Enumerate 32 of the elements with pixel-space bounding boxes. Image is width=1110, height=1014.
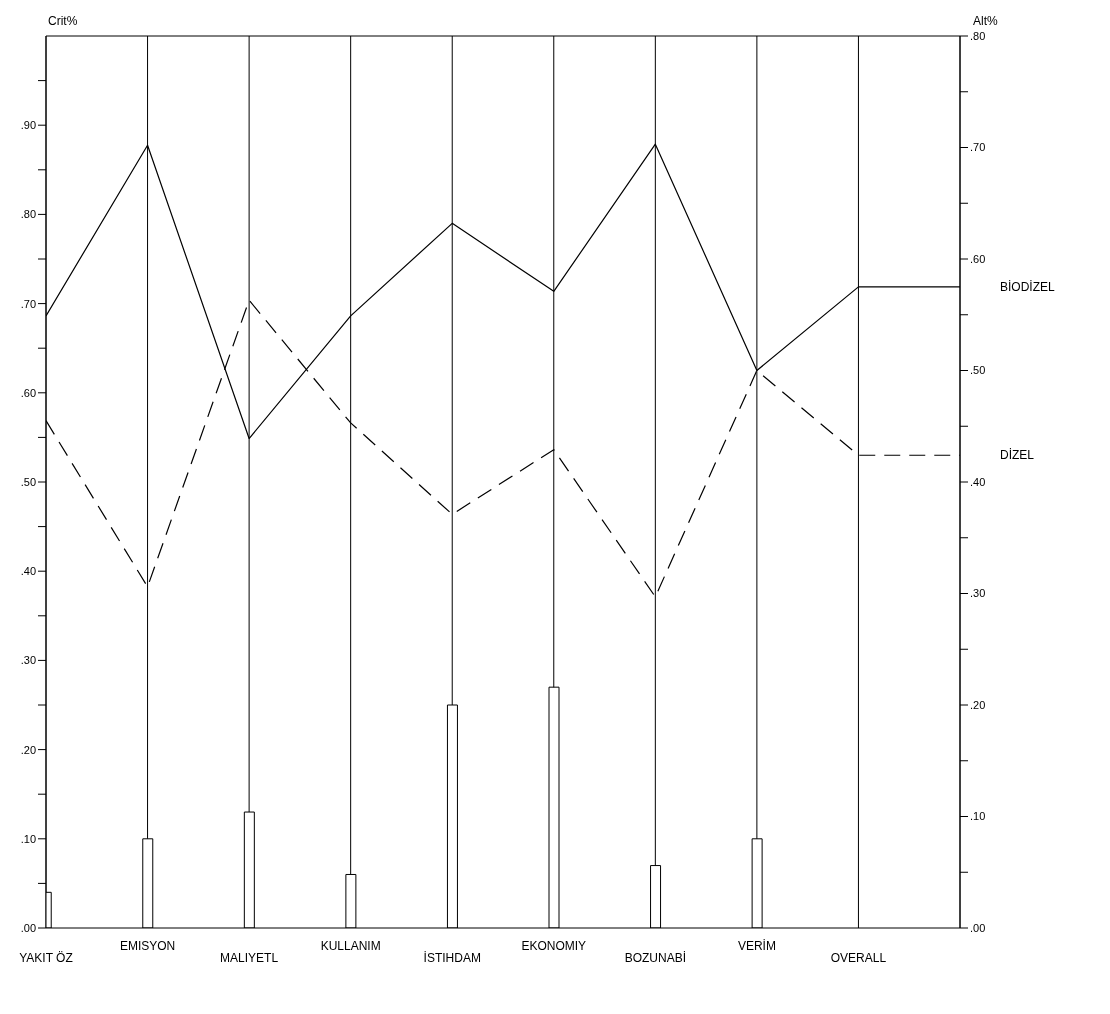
y2-tick-label: .50 xyxy=(970,364,986,377)
y2-tick-label: .80 xyxy=(970,29,986,42)
y2-tick-label: .10 xyxy=(970,810,986,823)
y-tick-label: .00 xyxy=(20,921,36,934)
y-tick-label: .20 xyxy=(20,743,36,756)
x-tick-label: OVERALL xyxy=(830,951,887,965)
y-tick-label: .40 xyxy=(20,565,36,578)
y2-tick-label: .30 xyxy=(970,587,986,600)
y-tick-label: .50 xyxy=(20,475,36,488)
y-axis-title: Crit% xyxy=(48,14,78,28)
y2-tick-label: .20 xyxy=(970,698,986,711)
text: BİODİZEL xyxy=(1000,279,1056,294)
y-tick-label: .90 xyxy=(20,119,36,132)
y-tick-label: .80 xyxy=(20,208,36,221)
x-tick-label: EKONOMIY xyxy=(521,939,587,953)
y2-tick-label: .00 xyxy=(970,921,986,934)
x-tick-label: EMISYON xyxy=(119,939,176,953)
y2-tick-label: .40 xyxy=(970,475,986,488)
y-tick-label: .10 xyxy=(20,832,36,845)
text: DİZEL xyxy=(1000,448,1035,463)
y2-tick-label: .60 xyxy=(970,252,986,265)
x-tick-label: KULLANIM xyxy=(320,939,381,953)
y2-tick-label: .70 xyxy=(970,141,986,154)
x-tick-label: BOZUNABİ xyxy=(624,951,687,965)
y2-axis-title: Alt% xyxy=(973,14,998,28)
x-tick-label: İSTIHDAM xyxy=(423,951,481,965)
y-tick-label: .70 xyxy=(20,297,36,310)
x-tick-label: VERİM xyxy=(737,939,776,953)
y-tick-label: .60 xyxy=(20,386,36,399)
y-tick-label: .30 xyxy=(20,654,36,667)
x-tick-label: MALIYETL xyxy=(220,951,279,965)
x-tick-label: YAKIT ÖZ xyxy=(19,951,73,965)
